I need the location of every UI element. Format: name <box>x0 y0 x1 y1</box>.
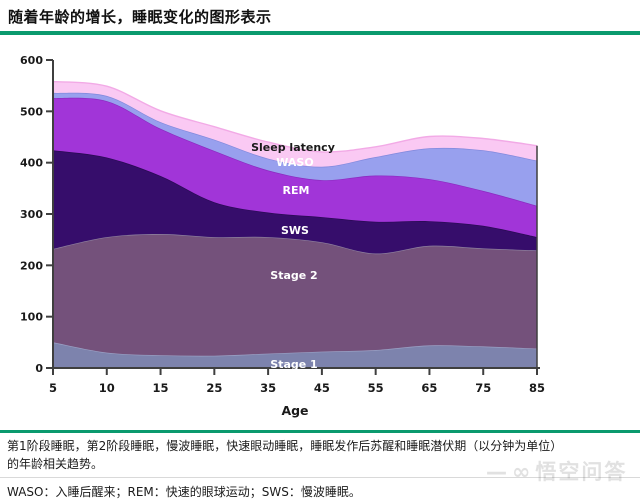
x-tick-label: 75 <box>475 381 491 395</box>
x-tick-label: 65 <box>421 381 437 395</box>
x-tick-label: 25 <box>206 381 222 395</box>
watermark: — ∞ 悟空问答 <box>486 456 627 486</box>
watermark-text: 悟空问答 <box>535 460 628 484</box>
x-tick-label: 5 <box>49 381 57 395</box>
y-tick-label: 600 <box>20 55 43 67</box>
sleep-stages-area-chart: 0 100 200 300 400 500 600 5 10 15 25 35 45 55 65 75 85 Ag… <box>20 55 545 418</box>
watermark-dash: — <box>486 460 509 484</box>
band-label-stage-1: Stage 1 <box>270 358 317 371</box>
x-tick-label: 15 <box>153 381 169 395</box>
edge-sleep-latency <box>52 80 538 153</box>
x-tick-label: 45 <box>314 381 330 395</box>
caption-divider <box>0 477 640 478</box>
area-stage-1 <box>53 342 537 368</box>
band-label-rem: REM <box>283 184 310 197</box>
x-tick-label: 85 <box>529 381 545 395</box>
edge-sws <box>52 149 538 238</box>
y-tick-label: 400 <box>20 157 43 170</box>
area-waso <box>53 92 537 206</box>
x-tick-label: 10 <box>99 381 115 395</box>
band-label-waso: WASO <box>276 156 313 169</box>
area-sleep-latency <box>53 81 537 167</box>
glasses-icon: ∞ <box>512 460 533 485</box>
y-tick-label: 0 <box>35 362 43 375</box>
x-tick-label: 55 <box>368 381 384 395</box>
band-label-stage-2: Stage 2 <box>270 269 317 282</box>
x-axis-label: Age <box>281 403 308 418</box>
x-tick-label: 35 <box>260 381 276 395</box>
footer-rule <box>0 430 640 433</box>
figure-caption: 第1阶段睡眠，第2阶段睡眠，慢波睡眠，快速眼动睡眠，睡眠发作后苏醒和睡眠潜伏期（… <box>7 439 563 471</box>
area-rem <box>53 97 537 238</box>
y-tick-label: 500 <box>20 105 43 118</box>
band-label-sws: SWS <box>281 224 309 237</box>
abbreviation-note: WASO：入睡后醒来；REM：快速的眼球运动；SWS：慢波睡眠。 <box>7 485 361 499</box>
area-sws <box>53 150 537 254</box>
band-label-sleep-latency: Sleep latency <box>251 141 335 154</box>
page-title: 随着年龄的增长，睡眠变化的图形表示 <box>8 8 272 26</box>
area-stage-2 <box>53 234 537 356</box>
y-tick-label: 300 <box>20 208 43 221</box>
y-tick-label: 100 <box>20 311 43 324</box>
header-rule <box>0 31 640 35</box>
y-tick-label: 200 <box>20 259 43 272</box>
